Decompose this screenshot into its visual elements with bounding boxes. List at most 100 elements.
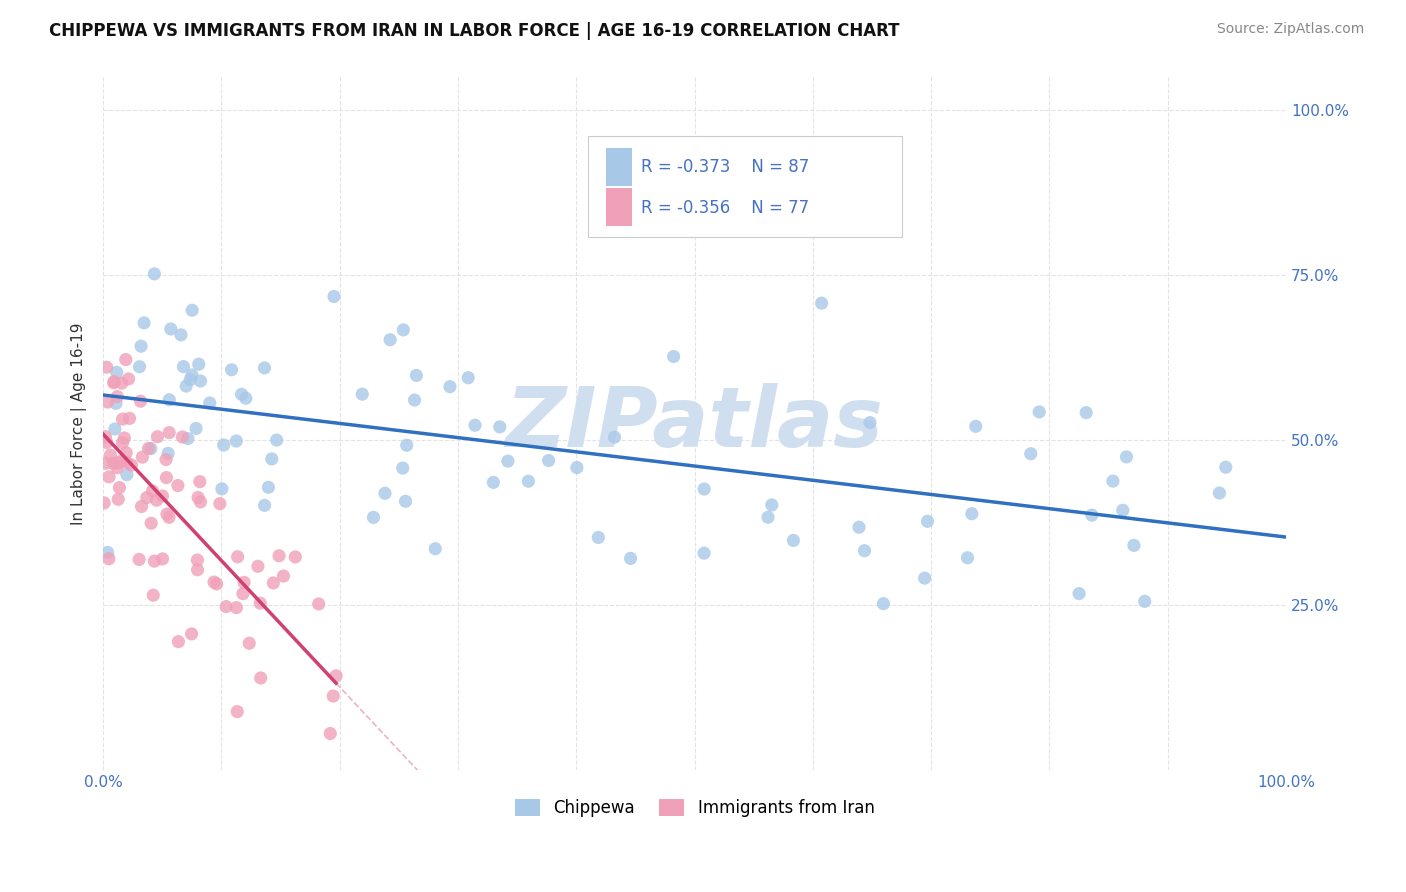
FancyBboxPatch shape xyxy=(588,136,901,236)
Point xyxy=(249,671,271,685)
Point xyxy=(157,425,180,440)
Point xyxy=(225,434,247,448)
Point xyxy=(488,420,510,434)
Point xyxy=(96,435,118,450)
Point xyxy=(914,571,936,585)
Point xyxy=(121,458,143,472)
Point xyxy=(394,494,416,508)
Point xyxy=(425,541,447,556)
Point xyxy=(115,446,138,460)
Point xyxy=(693,482,716,496)
Point xyxy=(129,394,152,409)
Point xyxy=(221,363,243,377)
Point xyxy=(482,475,505,490)
Point xyxy=(1208,486,1230,500)
Point xyxy=(325,669,347,683)
Point xyxy=(848,520,870,534)
Point xyxy=(93,496,115,510)
Point xyxy=(212,438,235,452)
Point xyxy=(181,303,204,318)
Point xyxy=(211,482,233,496)
Point xyxy=(284,549,307,564)
Point xyxy=(105,460,128,475)
Point xyxy=(107,492,129,507)
Point xyxy=(322,689,344,703)
Point xyxy=(187,357,209,371)
Point xyxy=(98,470,121,484)
Point xyxy=(756,510,779,524)
Point xyxy=(145,493,167,508)
Point xyxy=(107,456,129,470)
Point xyxy=(132,316,155,330)
Point xyxy=(917,514,939,528)
Point xyxy=(392,323,415,337)
Point xyxy=(112,431,135,445)
Point xyxy=(235,391,257,405)
Point xyxy=(464,418,486,433)
Point xyxy=(114,352,136,367)
Point xyxy=(960,507,983,521)
Y-axis label: In Labor Force | Age 16-19: In Labor Force | Age 16-19 xyxy=(72,323,87,525)
Point xyxy=(115,467,138,482)
Point xyxy=(1019,447,1042,461)
Point xyxy=(179,373,201,387)
Point xyxy=(352,387,374,401)
Point xyxy=(172,359,194,374)
Point xyxy=(111,412,134,426)
Point xyxy=(872,597,894,611)
Point xyxy=(260,452,283,467)
Point xyxy=(105,390,128,404)
Point xyxy=(1102,474,1125,488)
Point xyxy=(496,454,519,468)
Point xyxy=(853,543,876,558)
Point xyxy=(323,289,346,303)
Point xyxy=(619,551,641,566)
Point xyxy=(152,552,174,566)
Point xyxy=(1112,503,1135,517)
Point xyxy=(439,379,461,393)
Point xyxy=(155,470,177,484)
Point xyxy=(231,387,253,401)
Point xyxy=(308,597,330,611)
Point xyxy=(1122,538,1144,552)
Point xyxy=(96,360,118,375)
Point xyxy=(97,551,120,566)
Point xyxy=(202,575,225,590)
Point xyxy=(457,370,479,384)
Point xyxy=(267,549,290,563)
Point xyxy=(139,442,162,456)
Point xyxy=(1215,460,1237,475)
Point xyxy=(141,516,163,531)
Point xyxy=(1081,508,1104,522)
Point xyxy=(810,296,832,310)
Point xyxy=(956,550,979,565)
Point xyxy=(159,322,181,336)
Point xyxy=(157,392,180,407)
Point xyxy=(378,333,401,347)
Point xyxy=(138,442,160,456)
Point xyxy=(565,460,588,475)
Point xyxy=(184,421,207,435)
Point xyxy=(319,726,342,740)
Point xyxy=(170,327,193,342)
Point xyxy=(588,531,610,545)
Point xyxy=(103,376,125,390)
Point xyxy=(156,507,179,521)
Point xyxy=(253,360,276,375)
Point xyxy=(94,456,117,470)
Point xyxy=(157,446,180,460)
Point xyxy=(129,339,152,353)
Point xyxy=(103,375,125,389)
Point xyxy=(249,596,271,610)
Point xyxy=(859,416,882,430)
Point xyxy=(238,636,260,650)
Point xyxy=(226,705,249,719)
Point xyxy=(155,452,177,467)
Point xyxy=(141,483,163,498)
Point xyxy=(111,435,134,450)
Point xyxy=(143,267,166,281)
Point xyxy=(208,497,231,511)
Point xyxy=(135,491,157,505)
Point xyxy=(266,433,288,447)
Point xyxy=(1067,586,1090,600)
